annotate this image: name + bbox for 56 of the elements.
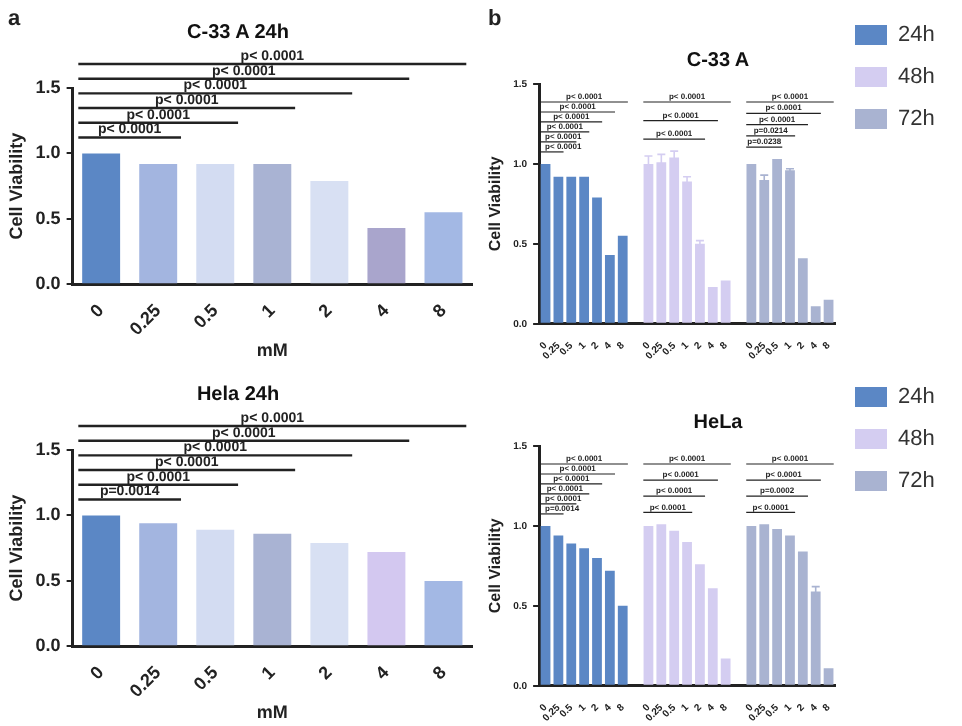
legend-label: 72h: [898, 469, 935, 494]
y-axis-title: Cell Viability: [486, 517, 505, 614]
x-tick-label: 2: [314, 300, 336, 322]
y-axis-title: Cell Viability: [5, 494, 26, 602]
y-tick-label: 0.5: [35, 569, 61, 590]
text: a: [8, 7, 22, 32]
bar: [139, 523, 178, 646]
bar: [196, 163, 235, 284]
bar: [540, 163, 551, 323]
chart-title: HeLa: [693, 411, 744, 434]
x-tick-label: 0.25: [125, 300, 165, 340]
bar: [253, 163, 292, 284]
x-tick-label: 2: [314, 662, 336, 684]
x-tick-label: 0: [86, 300, 108, 322]
x-axis-title: mM: [256, 702, 288, 723]
y-tick-label: 1.0: [35, 142, 61, 163]
x-tick-label: 0.25: [125, 662, 165, 702]
legend-label: 48h: [898, 65, 935, 90]
x-axis-title: mM: [256, 340, 288, 361]
bar: [367, 552, 406, 646]
x-tick-label: 0.5: [189, 662, 222, 695]
x-tick-label: 8: [428, 662, 450, 684]
y-tick-label: 0.0: [35, 635, 61, 656]
y-axis-title: Cell Viability: [5, 132, 26, 240]
legend-label: 48h: [898, 427, 935, 452]
bar: [367, 228, 406, 284]
x-tick-label: 1: [257, 662, 279, 684]
x-tick-label: 0.5: [189, 300, 222, 333]
chart-title: Hela 24h: [196, 383, 280, 406]
bar: [540, 525, 551, 685]
x-tick-label: 1: [257, 300, 279, 322]
x-tick-label: 8: [428, 300, 450, 322]
x-tick-label: 4: [371, 662, 393, 684]
text: b: [488, 7, 502, 32]
x-tick-label: 4: [371, 300, 393, 322]
y-tick-label: 0.5: [35, 207, 61, 228]
y-tick-label: 0.0: [35, 273, 61, 294]
bar: [424, 580, 463, 646]
legend-label: 24h: [898, 385, 935, 410]
bar: [310, 180, 349, 284]
bar: [139, 163, 178, 284]
bar: [310, 542, 349, 646]
chart-title: C-33 A: [686, 49, 750, 72]
bar: [82, 515, 121, 646]
legend-label: 72h: [898, 107, 935, 132]
legend-label: 24h: [898, 23, 935, 48]
y-tick-label: 1.5: [35, 76, 61, 97]
chart-title: C-33 A 24h: [187, 21, 289, 44]
y-tick-label: 1.0: [35, 504, 61, 525]
y-tick-label: 1.5: [35, 438, 61, 459]
bar: [253, 533, 292, 646]
y-axis-title: Cell Viability: [486, 155, 505, 252]
bar: [82, 153, 121, 284]
bar: [196, 529, 235, 646]
x-tick-label: 0: [86, 662, 108, 684]
bar: [424, 212, 463, 284]
